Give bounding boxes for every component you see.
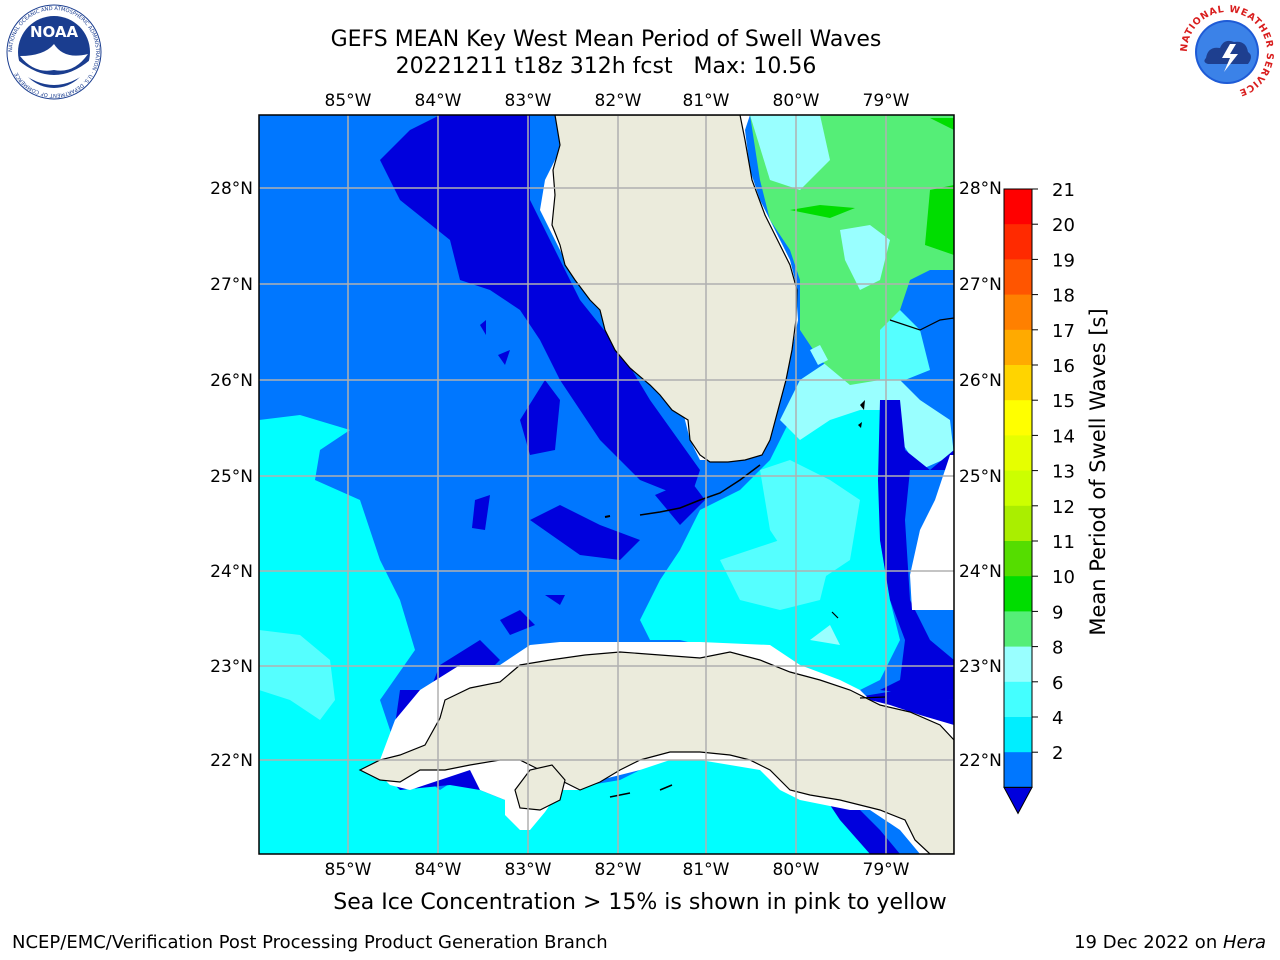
colorbar-tick-label: 19 [1052, 250, 1075, 271]
lat-label-right: 25°N [959, 467, 1002, 487]
colorbar: 21 20 19 18 17 16 15 14 13 12 11 10 9 8 6 4 2 [1003, 180, 1075, 815]
colorbar-tick-label: 13 [1052, 462, 1075, 483]
lon-label-bottom: 79°W [863, 860, 910, 880]
lon-label-top: 83°W [505, 91, 552, 111]
colorbar-swatch [1004, 294, 1032, 331]
colorbar-extend-arrow [1003, 786, 1033, 815]
lon-label-top: 79°W [863, 91, 910, 111]
lat-label-right: 26°N [959, 371, 1002, 391]
noaa-logo: NOAA NATIONAL OCEANIC AND ATMOSPHERIC AD… [4, 4, 104, 100]
colorbar-tick-label: 18 [1052, 286, 1075, 307]
lon-label-top: 80°W [773, 91, 820, 111]
colorbar-swatch [1004, 189, 1032, 225]
colorbar-label: Mean Period of Swell Waves [s] [1086, 308, 1110, 635]
lat-label-left: 27°N [210, 275, 253, 295]
colorbar-swatch [1004, 576, 1032, 612]
colorbar-tick-label: 6 [1052, 673, 1063, 694]
colorbar-swatch [1004, 435, 1032, 472]
colorbar-swatch [1004, 752, 1032, 788]
colorbar-swatch [1004, 365, 1032, 401]
colorbar-tick-label: 16 [1052, 356, 1075, 377]
lat-label-left: 24°N [210, 562, 253, 582]
colorbar-tick-label: 10 [1052, 567, 1075, 588]
lat-label-left: 26°N [210, 371, 253, 391]
lat-label-left: 23°N [210, 657, 253, 677]
lat-label-left: 22°N [210, 751, 253, 771]
lat-label-right: 23°N [959, 657, 1002, 677]
nws-logo: NATIONAL WEATHER SERVICE [1176, 4, 1278, 100]
colorbar-tick-label: 8 [1052, 638, 1063, 659]
lon-label-bottom: 83°W [505, 860, 552, 880]
lat-label-right: 22°N [959, 751, 1002, 771]
lat-label-right: 27°N [959, 275, 1002, 295]
chart-subtitle: 20221211 t18z 312h fcst Max: 10.56 [395, 54, 817, 79]
footer-credit: NCEP/EMC/Verification Post Processing Pr… [12, 932, 608, 953]
noaa-logo-text: NOAA [30, 23, 79, 41]
colorbar-tick-label: 21 [1052, 180, 1075, 201]
colorbar-tick-label: 20 [1052, 215, 1075, 236]
colorbar-tick-label: 15 [1052, 391, 1075, 412]
colorbar-swatch [1004, 541, 1032, 577]
colorbar-tick-label: 17 [1052, 321, 1075, 342]
colorbar-tick-label: 11 [1052, 532, 1075, 553]
colorbar-tick-label: 12 [1052, 497, 1075, 518]
lat-label-right: 28°N [959, 179, 1002, 199]
lon-label-top: 82°W [595, 91, 642, 111]
colorbar-swatch [1004, 224, 1032, 260]
lon-label-top: 84°W [415, 91, 462, 111]
chart-title: GEFS MEAN Key West Mean Period of Swell … [330, 27, 882, 52]
lon-label-bottom: 82°W [595, 860, 642, 880]
colorbar-swatch [1004, 646, 1032, 683]
footer-date: 19 Dec 2022 on Hera [1074, 932, 1266, 953]
lon-label-bottom: 84°W [415, 860, 462, 880]
lon-label-top: 81°W [683, 91, 730, 111]
footer-host: Hera [1222, 932, 1266, 953]
colorbar-swatch [1004, 505, 1032, 542]
lat-label-right: 24°N [959, 562, 1002, 582]
lat-label-left: 28°N [210, 179, 253, 199]
colorbar-tick-label: 9 [1052, 602, 1063, 623]
colorbar-tick-label: 14 [1052, 426, 1075, 447]
lon-label-bottom: 80°W [773, 860, 820, 880]
lon-label-bottom: 85°W [325, 860, 372, 880]
colorbar-tick-label: 4 [1052, 708, 1063, 729]
colorbar-swatch [1004, 681, 1032, 718]
colorbar-swatch [1004, 400, 1032, 436]
colorbar-swatch [1004, 470, 1032, 507]
colorbar-swatch [1004, 329, 1032, 366]
colorbar-swatch [1004, 611, 1032, 648]
sea-ice-note: Sea Ice Concentration > 15% is shown in … [333, 890, 947, 915]
colorbar-tick-label: 2 [1052, 743, 1063, 764]
lon-label-bottom: 81°W [683, 860, 730, 880]
colorbar-swatch [1004, 259, 1032, 296]
lat-label-left: 25°N [210, 467, 253, 487]
colorbar-swatch [1004, 717, 1032, 753]
lon-label-top: 85°W [325, 91, 372, 111]
